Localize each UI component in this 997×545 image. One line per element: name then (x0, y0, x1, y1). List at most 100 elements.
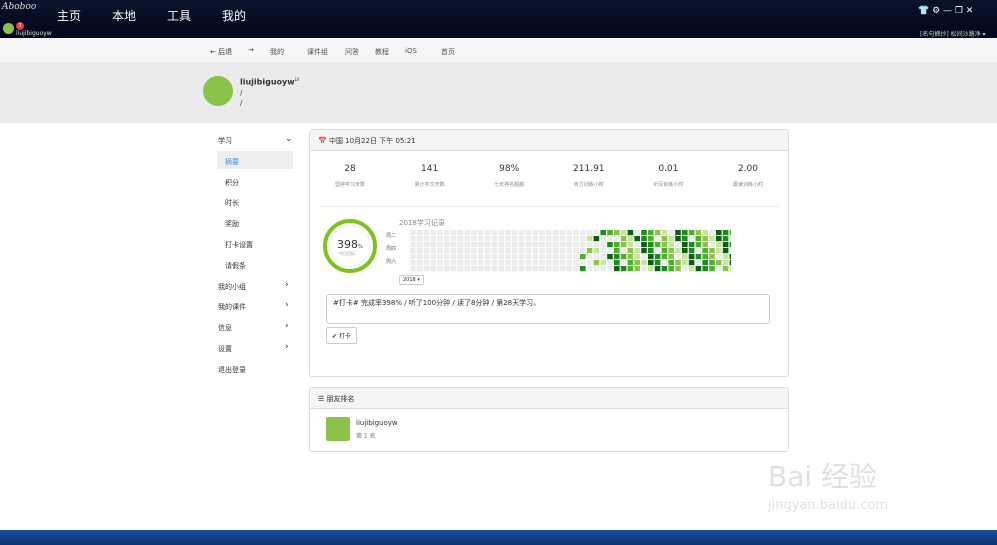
heat-cell (607, 248, 613, 254)
stat-value: 211.91 (573, 164, 605, 174)
sidebar-item[interactable]: 学习 (218, 137, 232, 145)
heat-cell (586, 248, 593, 254)
friend-avatar[interactable] (326, 417, 350, 441)
heat-cell (450, 242, 457, 248)
heat-cell (593, 266, 600, 272)
heat-cell (416, 260, 423, 266)
heat-cell (478, 242, 484, 248)
nav-item[interactable]: 问答 (345, 48, 359, 56)
sidebar-item[interactable]: 摘要 (225, 157, 239, 166)
heat-cell (716, 266, 722, 272)
username[interactable]: liujibiguoyw (16, 30, 52, 37)
nav-item[interactable]: 课件组 (307, 48, 328, 56)
tab[interactable]: 我的 (222, 9, 247, 23)
nav-item[interactable]: 我的 (270, 48, 284, 56)
watermark: Bai 经验 (768, 460, 878, 493)
tab[interactable]: 主页 (57, 9, 82, 23)
heat-cell (525, 236, 532, 242)
heat-cell (722, 230, 729, 236)
heat-cell (641, 230, 647, 236)
heat-cell (410, 254, 416, 260)
heat-cell (688, 230, 695, 236)
quote[interactable]: [名句摘抄] 松间沙路净 ▾ (920, 31, 986, 38)
heat-cell (437, 254, 443, 260)
nav-forward[interactable]: → (248, 46, 254, 54)
tab[interactable]: 本地 (112, 9, 137, 23)
heat-cell (539, 266, 545, 272)
heat-cell (471, 266, 477, 272)
stat-value: 141 (421, 164, 439, 174)
nav-item[interactable]: 首页 (441, 48, 455, 56)
heat-cell (423, 236, 430, 242)
heat-cell (580, 254, 586, 260)
heat-cell (532, 236, 538, 242)
heat-cell (437, 230, 443, 236)
heat-cell (614, 236, 620, 242)
heat-cell (566, 266, 572, 272)
heat-cell (552, 248, 559, 254)
heat-cell (661, 254, 668, 260)
heat-cell (661, 260, 668, 266)
heat-cell (620, 236, 627, 242)
tab[interactable]: 工具 (167, 9, 192, 23)
heat-cell (532, 248, 538, 254)
sidebar-item[interactable]: 设置 (218, 345, 232, 353)
heat-cell (573, 254, 579, 260)
heat-cell (450, 248, 457, 254)
heat-cell (620, 248, 627, 254)
heat-cell (654, 230, 661, 236)
sidebar-item[interactable]: 退出登录 (218, 365, 246, 374)
heat-cell (410, 260, 416, 266)
sidebar-item[interactable]: 信息 (218, 324, 232, 333)
chevron[interactable]: › (285, 342, 289, 352)
heat-cell (416, 236, 423, 242)
heat-cell (668, 260, 674, 266)
user-avatar[interactable] (3, 23, 14, 34)
heat-cell (688, 260, 695, 266)
heat-cell (546, 236, 552, 242)
sidebar-item[interactable]: 打卡设置 (225, 241, 253, 249)
heat-cell (614, 266, 620, 272)
heat-cell (518, 236, 525, 242)
nav-item[interactable]: 教程 (375, 48, 389, 56)
year-select[interactable]: 2018 ▾ (399, 275, 424, 285)
stat-label: 跟读训练小时 (732, 182, 763, 188)
heat-cell (505, 236, 511, 242)
sidebar-item[interactable]: 我的课件 (218, 303, 246, 312)
heat-cell (410, 266, 416, 272)
chevron[interactable]: › (285, 279, 289, 290)
heat-cell (648, 266, 654, 272)
heat-cell (410, 230, 416, 236)
heat-cell (532, 242, 538, 248)
checkin-button[interactable]: ✔ 打卡 (326, 327, 357, 344)
sidebar-item[interactable]: 请假条 (225, 261, 246, 270)
heat-cell (518, 248, 525, 254)
heat-cell (607, 266, 613, 272)
heat-cell (722, 242, 729, 248)
nav-back[interactable]: ← 后退 (210, 48, 233, 56)
message-box[interactable]: #打卡# 完成率398% / 听了100分钟 / 读了8分钟 / 第28天学习。 (326, 294, 770, 324)
heat-cell (457, 254, 464, 260)
heat-cell (695, 266, 702, 272)
heat-cell (491, 230, 498, 236)
sidebar-item[interactable]: 积分 (225, 178, 239, 187)
heat-cell (709, 236, 715, 242)
heat-cell (682, 254, 688, 260)
heat-cell (641, 254, 647, 260)
heat-cell (491, 236, 498, 242)
heat-cell (491, 266, 498, 272)
window-controls[interactable]: 👕 ⚙ — ❐ ✕ (918, 6, 974, 16)
heat-cell (410, 242, 416, 248)
sidebar-item[interactable]: 奖励 (225, 220, 239, 229)
heat-cell (423, 248, 430, 254)
heat-cell (498, 266, 504, 272)
sidebar-item[interactable]: 时长 (225, 199, 239, 208)
chevron[interactable]: ⌄ (285, 134, 293, 144)
heat-cell (600, 236, 606, 242)
chevron[interactable]: › (285, 321, 289, 332)
chevron[interactable]: › (285, 300, 289, 311)
nav-item[interactable]: iOS (405, 47, 417, 55)
heat-cell (450, 266, 457, 272)
friend-name[interactable]: liujibiguoyw (356, 419, 398, 427)
sidebar-item[interactable]: 我的小组 (218, 282, 246, 291)
